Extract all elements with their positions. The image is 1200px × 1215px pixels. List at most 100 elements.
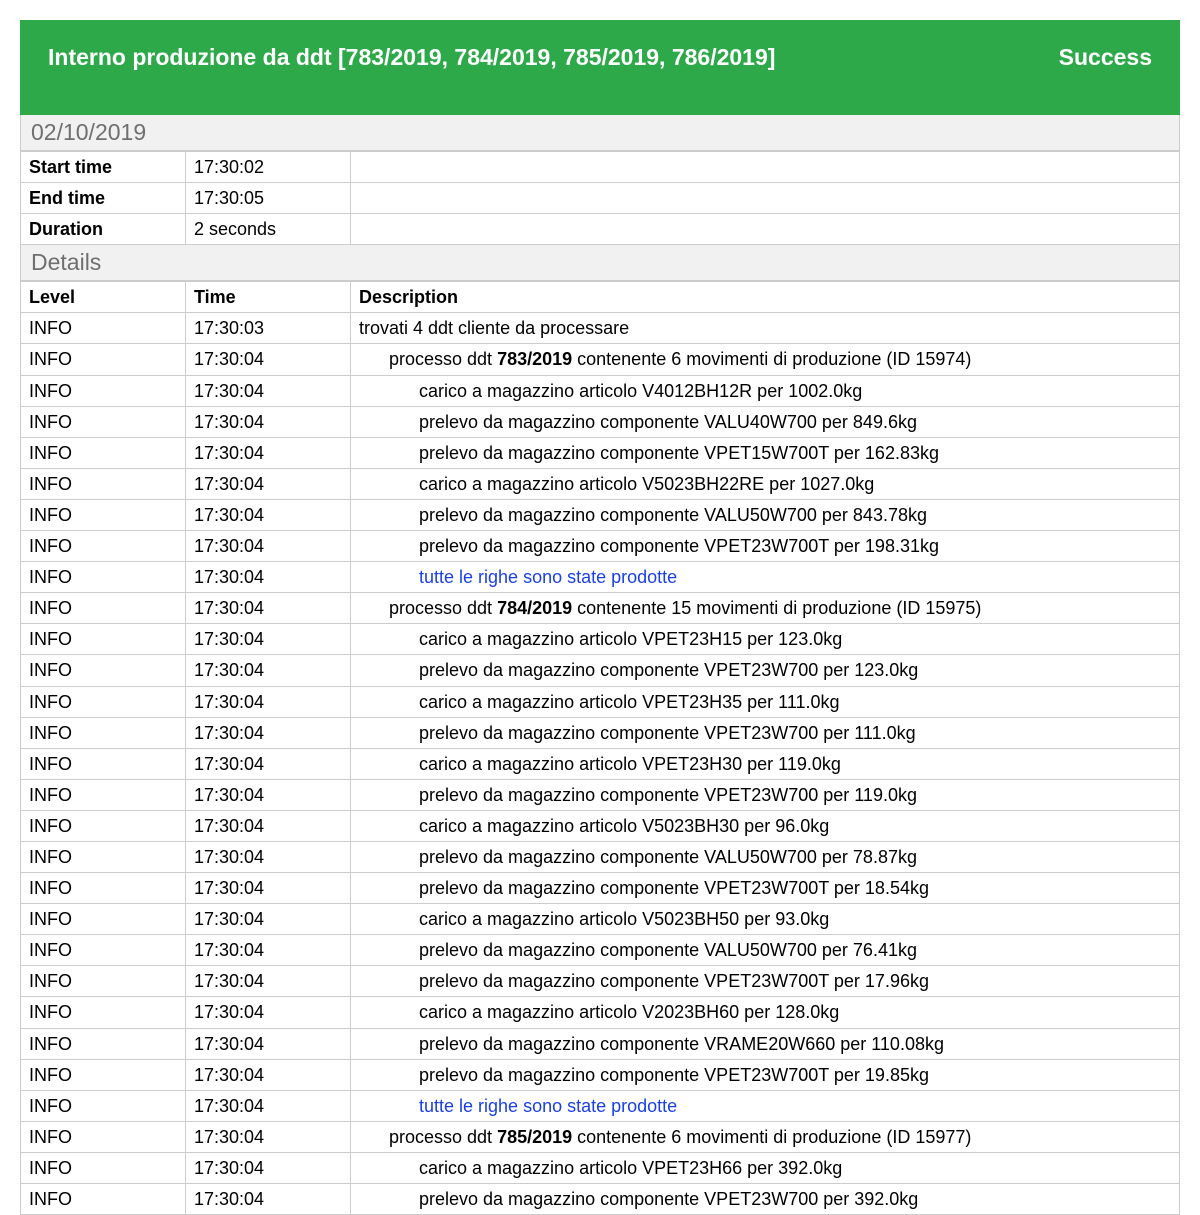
log-text: processo ddt [389, 349, 497, 369]
log-level: INFO [21, 344, 186, 375]
log-description: processo ddt 785/2019 contenente 6 movim… [351, 1121, 1180, 1152]
log-description: prelevo da magazzino componente VPET23W7… [351, 531, 1180, 562]
log-description: prelevo da magazzino componente VALU50W7… [351, 841, 1180, 872]
log-row: INFO17:30:04 carico a magazzino articolo … [21, 375, 1180, 406]
log-description: prelevo da magazzino componente VPET23W7… [351, 779, 1180, 810]
date-heading: 02/10/2019 [20, 115, 1180, 151]
header-title: Interno produzione da ddt [783/2019, 784… [48, 44, 775, 71]
log-description: processo ddt 784/2019 contenente 15 movi… [351, 593, 1180, 624]
log-level: INFO [21, 841, 186, 872]
log-time: 17:30:04 [186, 966, 351, 997]
log-level: INFO [21, 437, 186, 468]
log-row: INFO17:30:03trovati 4 ddt cliente da pro… [21, 313, 1180, 344]
log-level: INFO [21, 966, 186, 997]
log-level: INFO [21, 1059, 186, 1090]
log-row: INFO17:30:04 prelevo da magazzino compone… [21, 437, 1180, 468]
log-level: INFO [21, 375, 186, 406]
log-row: INFO17:30:04processo ddt 783/2019 conten… [21, 344, 1180, 375]
ddt-code: 784/2019 [497, 598, 572, 618]
status-header: Interno produzione da ddt [783/2019, 784… [20, 20, 1180, 115]
log-row: INFO17:30:04 carico a magazzino articolo … [21, 748, 1180, 779]
log-time: 17:30:04 [186, 779, 351, 810]
log-time: 17:30:04 [186, 1152, 351, 1183]
log-description: carico a magazzino articolo VPET23H35 pe… [351, 686, 1180, 717]
log-text: carico a magazzino articolo V2023BH60 pe… [419, 1002, 839, 1022]
log-level: INFO [21, 1090, 186, 1121]
log-text: contenente 15 movimenti di produzione (I… [572, 598, 981, 618]
meta-end-value: 17:30:05 [186, 183, 351, 214]
log-time: 17:30:04 [186, 531, 351, 562]
log-row: INFO17:30:04prelevo da magazzino compone… [21, 717, 1180, 748]
log-row: INFO17:30:04 tutte le righe sono state pr… [21, 1090, 1180, 1121]
log-text: processo ddt [389, 1127, 497, 1147]
log-text: prelevo da magazzino componente VRAME20W… [419, 1034, 944, 1054]
log-text: carico a magazzino articolo V4012BH12R p… [419, 381, 862, 401]
log-time: 17:30:04 [186, 437, 351, 468]
log-time: 17:30:04 [186, 841, 351, 872]
log-row: INFO17:30:04prelevo da magazzino compone… [21, 841, 1180, 872]
log-time: 17:30:04 [186, 1184, 351, 1215]
log-row: INFO17:30:04prelevo da magazzino compone… [21, 499, 1180, 530]
log-row: INFO17:30:04prelevo da magazzino compone… [21, 935, 1180, 966]
log-level: INFO [21, 997, 186, 1028]
log-text: prelevo da magazzino componente VPET23W7… [419, 878, 929, 898]
log-text: processo ddt [389, 598, 497, 618]
log-level: INFO [21, 655, 186, 686]
meta-start-value: 17:30:02 [186, 152, 351, 183]
log-description: carico a magazzino articolo V5023BH22RE … [351, 468, 1180, 499]
meta-empty-cell [351, 152, 1180, 183]
log-description: prelevo da magazzino componente VALU50W7… [351, 499, 1180, 530]
log-level: INFO [21, 904, 186, 935]
log-level: INFO [21, 935, 186, 966]
log-text: carico a magazzino articolo VPET23H30 pe… [419, 754, 841, 774]
log-level: INFO [21, 873, 186, 904]
log-row: INFO17:30:04processo ddt 784/2019 conten… [21, 593, 1180, 624]
log-level: INFO [21, 562, 186, 593]
log-row: INFO17:30:04 carico a magazzino articolo … [21, 997, 1180, 1028]
log-time: 17:30:04 [186, 593, 351, 624]
log-time: 17:30:04 [186, 406, 351, 437]
log-text: prelevo da magazzino componente VPET23W7… [419, 785, 917, 805]
log-level: INFO [21, 779, 186, 810]
log-level: INFO [21, 531, 186, 562]
meta-row-end: End time 17:30:05 [21, 183, 1180, 214]
log-time: 17:30:04 [186, 935, 351, 966]
log-time: 17:30:04 [186, 748, 351, 779]
meta-table: Start time 17:30:02 End time 17:30:05 Du… [20, 151, 1180, 245]
log-description: carico a magazzino articolo VPET23H30 pe… [351, 748, 1180, 779]
log-text: carico a magazzino articolo V5023BH50 pe… [419, 909, 829, 929]
log-text: carico a magazzino articolo V5023BH30 pe… [419, 816, 829, 836]
meta-empty-cell [351, 214, 1180, 245]
log-text: prelevo da magazzino componente VPET15W7… [419, 443, 939, 463]
log-time: 17:30:04 [186, 562, 351, 593]
log-row: INFO17:30:04carico a magazzino articolo … [21, 624, 1180, 655]
log-time: 17:30:04 [186, 997, 351, 1028]
status-link[interactable]: tutte le righe sono state prodotte [419, 567, 677, 587]
log-row: INFO17:30:04 tutte le righe sono state pr… [21, 562, 1180, 593]
log-time: 17:30:04 [186, 375, 351, 406]
log-description: prelevo da magazzino componente VPET15W7… [351, 437, 1180, 468]
log-level: INFO [21, 717, 186, 748]
log-text: carico a magazzino articolo VPET23H35 pe… [419, 692, 840, 712]
log-time: 17:30:04 [186, 1028, 351, 1059]
log-level: INFO [21, 748, 186, 779]
log-description: carico a magazzino articolo V2023BH60 pe… [351, 997, 1180, 1028]
log-description: carico a magazzino articolo V5023BH30 pe… [351, 810, 1180, 841]
log-text: trovati 4 ddt cliente da processare [359, 318, 629, 338]
log-level: INFO [21, 810, 186, 841]
meta-end-label: End time [21, 183, 186, 214]
log-level: INFO [21, 1121, 186, 1152]
meta-duration-value: 2 seconds [186, 214, 351, 245]
log-description: trovati 4 ddt cliente da processare [351, 313, 1180, 344]
log-row: INFO17:30:04prelevo da magazzino compone… [21, 1059, 1180, 1090]
log-level: INFO [21, 593, 186, 624]
log-description: prelevo da magazzino componente VALU50W7… [351, 935, 1180, 966]
log-row: INFO17:30:04prelevo da magazzino compone… [21, 655, 1180, 686]
log-description: prelevo da magazzino componente VRAME20W… [351, 1028, 1180, 1059]
meta-empty-cell [351, 183, 1180, 214]
log-time: 17:30:04 [186, 1090, 351, 1121]
log-row: INFO17:30:04carico a magazzino articolo … [21, 468, 1180, 499]
log-description: carico a magazzino articolo VPET23H15 pe… [351, 624, 1180, 655]
log-text: prelevo da magazzino componente VPET23W7… [419, 660, 918, 680]
status-link[interactable]: tutte le righe sono state prodotte [419, 1096, 677, 1116]
